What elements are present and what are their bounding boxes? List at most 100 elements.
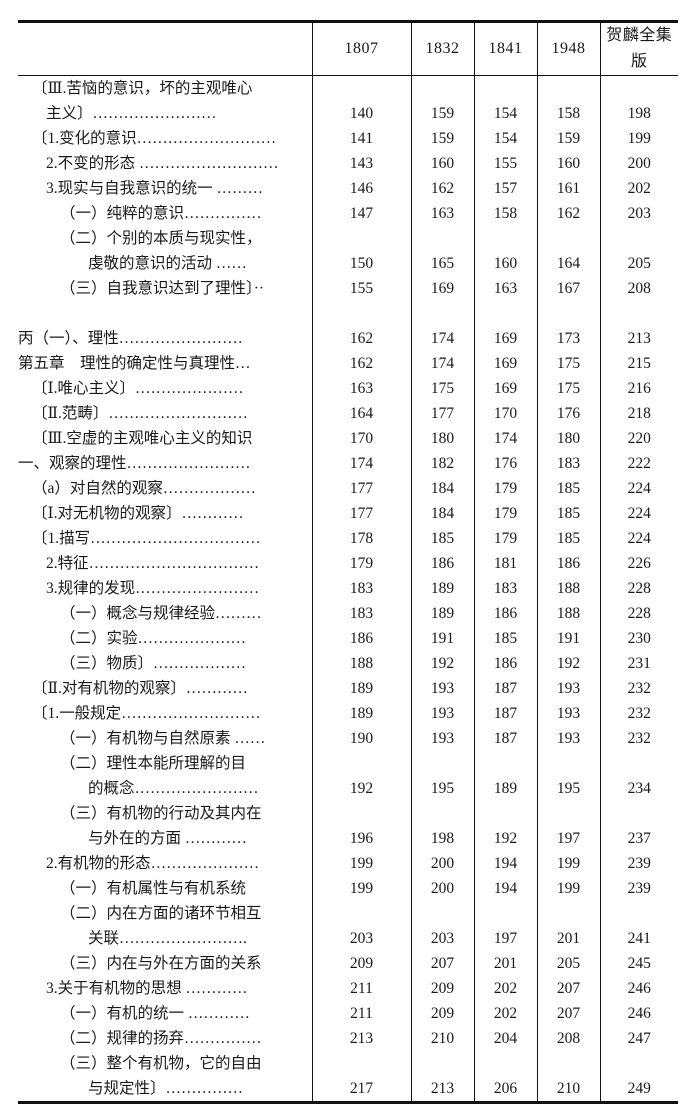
header-cell-1948: 1948 [536, 21, 600, 76]
table-row: 丙（一）、理性…………………… 162 174 169 173 213 [18, 326, 678, 351]
cell-heling: 213 [599, 326, 678, 351]
table-row: （三）内在与外在方面的关系 209 207 201 205 245 [18, 951, 678, 976]
cell-1807: 155 [311, 276, 411, 301]
cell-heling: 247 [599, 1026, 678, 1051]
row-label: （二）内在方面的诸环节相互 [18, 901, 312, 926]
cell-1832: 213 [410, 1076, 474, 1103]
row-label: 与规定性〕…………… [18, 1076, 312, 1103]
cell-heling: 231 [599, 651, 678, 676]
row-label: （一）概念与规律经验……… [18, 601, 312, 626]
cell-1832: 200 [410, 876, 474, 901]
table-header: 1807 1832 1841 1948 贺麟全集版 [18, 21, 678, 76]
row-label: 3.规律的发现…………………… [18, 576, 312, 601]
row-label: （三）有机物的行动及其内在 [18, 801, 312, 826]
table-row: 〔Ⅰ.对无机物的观察〕………… 177 184 179 185 224 [18, 501, 678, 526]
table-row: （一）有机属性与有机系统 199 200 194 199 239 [18, 876, 678, 901]
cell-1807: 196 [311, 826, 411, 851]
cell-heling: 239 [599, 851, 678, 876]
cell-1807 [311, 1051, 411, 1076]
row-label: （二）实验………………… [18, 626, 312, 651]
cell-1948: 207 [536, 976, 600, 1001]
cell-heling: 224 [599, 476, 678, 501]
header-cell-1841: 1841 [473, 21, 537, 76]
row-label-text: 〔1.变化的意识……………………… [32, 130, 277, 147]
row-label: 2.不变的形态 ……………………… [18, 151, 312, 176]
row-label: 3.关于有机物的思想 ………… [18, 976, 312, 1001]
cell-1948: 158 [536, 101, 600, 126]
table-row: 2.不变的形态 ……………………… 143 160 155 160 200 [18, 151, 678, 176]
row-label-text: （一）有机的统一 ………… [60, 1005, 250, 1022]
row-label: 与外在的方面 ………… [18, 826, 312, 851]
cell-1841: 154 [473, 126, 537, 151]
cell-heling: 245 [599, 951, 678, 976]
cell-1832: 184 [410, 501, 474, 526]
cell-heling: 228 [599, 601, 678, 626]
cell-heling [599, 301, 678, 326]
row-label-text: 〔Ⅱ.范畴〕……………………… [32, 405, 248, 422]
cell-1841: 185 [473, 626, 537, 651]
cell-1832: 210 [410, 1026, 474, 1051]
cell-1832: 193 [410, 701, 474, 726]
cell-1832: 209 [410, 976, 474, 1001]
cell-1832 [410, 226, 474, 251]
table-row: 〔1.变化的意识……………………… 141 159 154 159 199 [18, 126, 678, 151]
cell-1841: 187 [473, 726, 537, 751]
row-label: 丙（一）、理性…………………… [18, 326, 312, 351]
row-label-text: 第五章 理性的确定性与真理性… [18, 355, 251, 372]
cell-1807: 177 [311, 501, 411, 526]
cell-1807: 147 [311, 201, 411, 226]
cell-1841: 163 [473, 276, 537, 301]
row-label: （一）纯粹的意识…………… [18, 201, 312, 226]
cell-1841: 174 [473, 426, 537, 451]
cell-1948: 164 [536, 251, 600, 276]
table-row: （一）纯粹的意识…………… 147 163 158 162 203 [18, 201, 678, 226]
cell-1948: 197 [536, 826, 600, 851]
cell-1832: 159 [410, 101, 474, 126]
cell-1948: 185 [536, 476, 600, 501]
cell-1948 [536, 901, 600, 926]
cell-1832: 162 [410, 176, 474, 201]
cell-1807: 143 [311, 151, 411, 176]
table-row: 〔Ⅲ.苦恼的意识，坏的主观唯心 [18, 75, 678, 101]
cell-1807: 203 [311, 926, 411, 951]
cell-1948: 175 [536, 351, 600, 376]
row-label-text: 2.有机物的形态………………… [46, 855, 260, 872]
cell-1841: 169 [473, 351, 537, 376]
row-label-text: 〔Ⅰ.唯心主义〕………………… [32, 380, 244, 397]
row-label-text: 一、观察的理性…………………… [18, 455, 251, 472]
table-row: （一）有机的统一 ………… 211 209 202 207 246 [18, 1001, 678, 1026]
cell-1948: 191 [536, 626, 600, 651]
cell-1948: 207 [536, 1001, 600, 1026]
cell-1832: 189 [410, 576, 474, 601]
cell-1807: 163 [311, 376, 411, 401]
cell-heling: 202 [599, 176, 678, 201]
table-row: 2.特征…………………………… 179 186 181 186 226 [18, 551, 678, 576]
cell-1841: 187 [473, 701, 537, 726]
row-label-text: （三）内在与外在方面的关系 [60, 955, 262, 972]
cell-1948: 185 [536, 501, 600, 526]
table-row: 3.现实与自我意识的统一 ……… 146 162 157 161 202 [18, 176, 678, 201]
table-row: （三）自我意识达到了理性〕·· 155 169 163 167 208 [18, 276, 678, 301]
cell-heling: 222 [599, 451, 678, 476]
cell-1948 [536, 801, 600, 826]
row-label: （a）对自然的观察……………… [18, 476, 312, 501]
table-row: （一）有机物与自然原素 …… 190 193 187 193 232 [18, 726, 678, 751]
cell-heling: 249 [599, 1076, 678, 1103]
row-label-text: 与外在的方面 ………… [88, 830, 247, 847]
cell-1948: 205 [536, 951, 600, 976]
cell-1832: 203 [410, 926, 474, 951]
cell-heling: 205 [599, 251, 678, 276]
cell-1807: 162 [311, 351, 411, 376]
row-label: 3.现实与自我意识的统一 ……… [18, 176, 312, 201]
cell-heling: 224 [599, 526, 678, 551]
cell-1841: 176 [473, 451, 537, 476]
table-row: 主义〕…………………… 140 159 154 158 198 [18, 101, 678, 126]
table-row: 〔Ⅲ.空虚的主观唯心主义的知识 170 180 174 180 220 [18, 426, 678, 451]
cell-1841: 186 [473, 651, 537, 676]
row-label: 2.有机物的形态………………… [18, 851, 312, 876]
cell-heling: 228 [599, 576, 678, 601]
cell-1948: 192 [536, 651, 600, 676]
cell-heling: 239 [599, 876, 678, 901]
cell-1807: 188 [311, 651, 411, 676]
cell-heling: 220 [599, 426, 678, 451]
